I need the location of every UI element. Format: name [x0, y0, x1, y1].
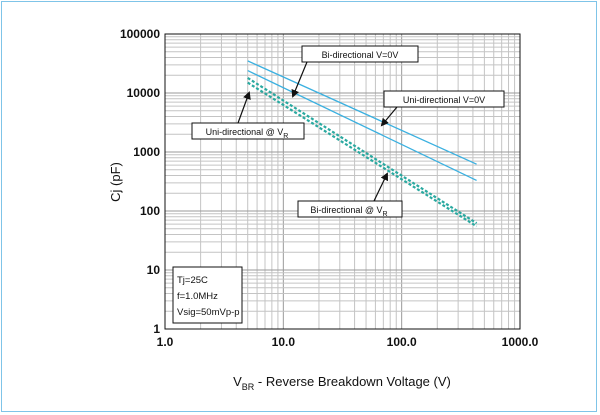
x-axis-label-rest: - Reverse Breakdown Voltage (V) — [254, 374, 451, 389]
series-line-3 — [247, 76, 478, 225]
annotation-text: Uni-directional @ VR — [206, 127, 289, 140]
annotation-text: Bi-directional @ VR — [310, 205, 387, 218]
plot-border — [164, 33, 521, 330]
series-layer — [247, 60, 478, 228]
y-tick-label: 1000 — [133, 145, 160, 159]
condition-frequency: f=1.0MHz — [177, 291, 218, 302]
test-conditions-box: Tj=25C f=1.0MHz Vsig=50mVp-p — [172, 266, 243, 324]
grid — [165, 34, 520, 329]
annotation-bi-directional-vr: Bi-directional @ VR — [297, 172, 403, 218]
annotation-text-main: Bi-directional @ V — [310, 205, 382, 215]
x-tick-label: 10.0 — [272, 335, 296, 349]
annotation-bi-directional-v0: Bi-directional V=0V — [291, 45, 419, 98]
annotation-text-main: Uni-directional @ V — [206, 127, 284, 137]
y-axis-label: Cj (pF) — [108, 162, 123, 202]
annotation-arrow — [373, 172, 389, 202]
series-line-2 — [247, 70, 477, 181]
annotation-uni-directional-vr: Uni-directional @ VR — [191, 91, 305, 140]
y-tick-label: 10000 — [127, 86, 161, 100]
x-axis-label-prefix: V — [233, 374, 242, 389]
y-tick-label: 100000 — [120, 27, 160, 41]
annotation-text-sub: R — [283, 133, 288, 140]
x-tick-label: 1000.0 — [502, 335, 539, 349]
x-axis-label: VBR - Reverse Breakdown Voltage (V) — [233, 374, 451, 392]
series-line-4 — [247, 81, 478, 228]
y-tick-label: 10 — [147, 263, 161, 277]
x-tick-label: 100.0 — [387, 335, 417, 349]
condition-signal: Vsig=50mVp-p — [177, 307, 240, 318]
annotation-text: Bi-directional V=0V — [322, 50, 399, 60]
annotation-text-sub: R — [383, 211, 388, 218]
y-tick-label: 100 — [140, 204, 160, 218]
series-line-1 — [247, 60, 477, 165]
x-tick-label: 1.0 — [157, 335, 174, 349]
annotation-arrow — [380, 106, 398, 127]
condition-temperature: Tj=25C — [177, 275, 208, 286]
annotation-arrow — [237, 91, 251, 124]
annotation-text: Uni-directional V=0V — [403, 95, 485, 105]
tick-labels: 1.0 10.0 100.0 1000.0 1 10 100 1000 10000 100000 — [120, 27, 539, 349]
annotation-arrow — [291, 61, 308, 98]
annotation-uni-directional-v0: Uni-directional V=0V — [380, 90, 505, 127]
y-tick-label: 1 — [153, 322, 160, 336]
x-axis-label-sub: BR — [242, 382, 255, 392]
